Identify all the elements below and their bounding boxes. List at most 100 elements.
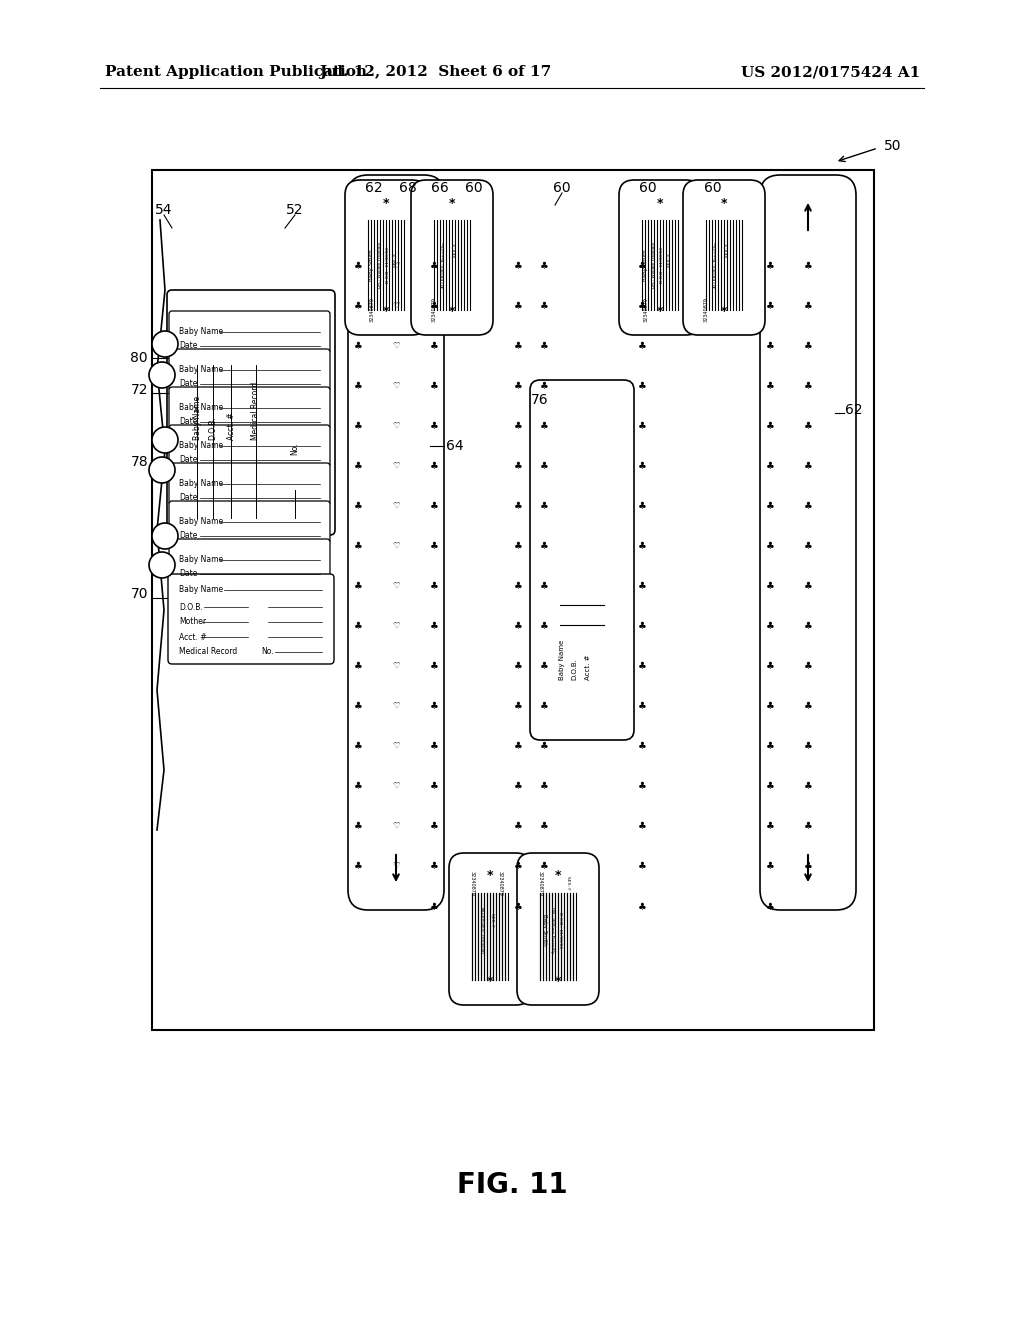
Text: 62: 62 — [845, 403, 862, 417]
Text: Mother: Mother — [179, 618, 206, 627]
Text: Baby Name: Baby Name — [179, 327, 223, 337]
Text: 78: 78 — [130, 455, 148, 469]
Text: $\clubsuit$: $\clubsuit$ — [540, 579, 549, 591]
Text: $\clubsuit$: $\clubsuit$ — [637, 379, 647, 391]
Text: $\clubsuit$: $\clubsuit$ — [637, 418, 647, 432]
Text: $\heartsuit$: $\heartsuit$ — [391, 660, 400, 669]
Text: $\heartsuit$: $\heartsuit$ — [391, 820, 400, 830]
Text: DR.: William Freandly: DR.: William Freandly — [378, 242, 382, 288]
Text: Date: Date — [179, 380, 198, 388]
Text: US 2012/0175424 A1: US 2012/0175424 A1 — [740, 65, 920, 79]
Text: $\clubsuit$: $\clubsuit$ — [353, 539, 362, 550]
Text: $\clubsuit$: $\clubsuit$ — [429, 259, 439, 271]
Text: SEX: F: SEX: F — [566, 876, 570, 890]
FancyBboxPatch shape — [169, 348, 330, 391]
Text: $\heartsuit$: $\heartsuit$ — [391, 461, 400, 470]
Circle shape — [152, 523, 178, 549]
Text: $\clubsuit$: $\clubsuit$ — [429, 339, 439, 351]
Text: Baby Name: Baby Name — [179, 366, 223, 375]
Circle shape — [152, 331, 178, 356]
Text: $\clubsuit$: $\clubsuit$ — [429, 700, 439, 711]
Text: 60: 60 — [465, 181, 482, 195]
Text: Date: Date — [179, 569, 198, 578]
Text: $\clubsuit$: $\clubsuit$ — [429, 300, 439, 312]
Text: Baby Name: Baby Name — [179, 556, 223, 565]
Text: $\clubsuit$: $\clubsuit$ — [765, 459, 775, 471]
Text: $\clubsuit$: $\clubsuit$ — [765, 300, 775, 312]
Text: $\clubsuit$: $\clubsuit$ — [429, 779, 439, 791]
Text: $\clubsuit$: $\clubsuit$ — [540, 300, 549, 312]
Text: $\clubsuit$: $\clubsuit$ — [353, 619, 362, 631]
Text: $\clubsuit$: $\clubsuit$ — [513, 418, 523, 432]
Text: $\clubsuit$: $\clubsuit$ — [637, 539, 647, 550]
Text: $\clubsuit$: $\clubsuit$ — [540, 379, 549, 391]
Text: $\clubsuit$: $\clubsuit$ — [353, 300, 362, 312]
Text: 60: 60 — [705, 181, 722, 195]
FancyBboxPatch shape — [169, 539, 330, 581]
Text: $\clubsuit$: $\clubsuit$ — [637, 459, 647, 471]
Text: $\heartsuit$: $\heartsuit$ — [391, 741, 400, 750]
Text: Baby Name: Baby Name — [179, 404, 223, 412]
Text: $\heartsuit$: $\heartsuit$ — [391, 380, 400, 389]
Text: 60: 60 — [639, 181, 656, 195]
Text: $\clubsuit$: $\clubsuit$ — [353, 579, 362, 591]
Text: $\clubsuit$: $\clubsuit$ — [637, 900, 647, 912]
Text: $\clubsuit$: $\clubsuit$ — [765, 379, 775, 391]
Text: $\clubsuit$: $\clubsuit$ — [765, 619, 775, 631]
Text: $\clubsuit$: $\clubsuit$ — [765, 259, 775, 271]
Bar — [152, 170, 874, 1030]
Text: $\clubsuit$: $\clubsuit$ — [637, 739, 647, 751]
Text: $\clubsuit$: $\clubsuit$ — [429, 859, 439, 871]
Text: $\clubsuit$: $\clubsuit$ — [637, 779, 647, 791]
Text: $\clubsuit$: $\clubsuit$ — [513, 379, 523, 391]
Text: $\clubsuit$: $\clubsuit$ — [803, 499, 813, 511]
Text: $\heartsuit$: $\heartsuit$ — [391, 341, 400, 350]
Text: $\heartsuit$: $\heartsuit$ — [391, 420, 400, 429]
Text: $\clubsuit$: $\clubsuit$ — [513, 619, 523, 631]
Circle shape — [150, 457, 175, 483]
Text: $\clubsuit$: $\clubsuit$ — [637, 619, 647, 631]
Text: *: * — [555, 870, 561, 883]
Text: $\clubsuit$: $\clubsuit$ — [803, 579, 813, 591]
Text: $\clubsuit$: $\clubsuit$ — [513, 339, 523, 351]
Text: $\clubsuit$: $\clubsuit$ — [353, 339, 362, 351]
Text: ALLERGIES: Penicillin: ALLERGIES: Penicillin — [480, 907, 484, 953]
Text: $\clubsuit$: $\clubsuit$ — [803, 379, 813, 391]
Text: $\clubsuit$: $\clubsuit$ — [765, 539, 775, 550]
Text: $\clubsuit$: $\clubsuit$ — [540, 818, 549, 832]
Text: $\clubsuit$: $\clubsuit$ — [803, 300, 813, 312]
Text: *: * — [656, 305, 664, 318]
Text: $\clubsuit$: $\clubsuit$ — [637, 579, 647, 591]
Text: $\clubsuit$: $\clubsuit$ — [803, 539, 813, 550]
Text: DR.: William Freandly: DR.: William Freandly — [652, 242, 656, 288]
Text: $\clubsuit$: $\clubsuit$ — [765, 499, 775, 511]
Text: $\clubsuit$: $\clubsuit$ — [540, 339, 549, 351]
Text: *: * — [721, 197, 727, 210]
Text: $\clubsuit$: $\clubsuit$ — [429, 619, 439, 631]
Text: $\clubsuit$: $\clubsuit$ — [637, 818, 647, 832]
FancyBboxPatch shape — [530, 380, 634, 741]
Text: *: * — [383, 197, 389, 210]
Text: $\clubsuit$: $\clubsuit$ — [540, 659, 549, 671]
Text: $\clubsuit$: $\clubsuit$ — [353, 659, 362, 671]
Text: $\clubsuit$: $\clubsuit$ — [353, 459, 362, 471]
FancyBboxPatch shape — [169, 425, 330, 467]
Text: $\clubsuit$: $\clubsuit$ — [513, 859, 523, 871]
Text: *: * — [721, 305, 727, 318]
Text: No.: No. — [261, 648, 273, 656]
Circle shape — [152, 426, 178, 453]
Text: $\heartsuit$: $\heartsuit$ — [391, 620, 400, 630]
Text: 76: 76 — [531, 393, 549, 407]
Text: Acct. #: Acct. # — [585, 655, 591, 680]
Text: 32340879: 32340879 — [643, 297, 648, 322]
Circle shape — [150, 362, 175, 388]
FancyBboxPatch shape — [449, 853, 531, 1005]
Text: 32340879: 32340879 — [469, 871, 474, 895]
FancyBboxPatch shape — [411, 180, 493, 335]
Text: $\clubsuit$: $\clubsuit$ — [513, 659, 523, 671]
Text: $\clubsuit$: $\clubsuit$ — [513, 459, 523, 471]
Text: Acct. #: Acct. # — [179, 632, 207, 642]
Text: 32340879: 32340879 — [498, 871, 503, 895]
FancyBboxPatch shape — [168, 574, 334, 664]
Text: $\clubsuit$: $\clubsuit$ — [765, 579, 775, 591]
